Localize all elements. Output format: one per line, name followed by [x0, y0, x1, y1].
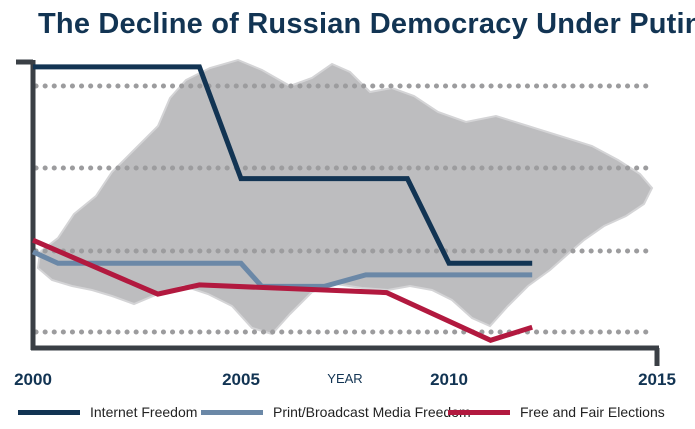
legend-label: Internet Freedom	[90, 404, 198, 420]
legend-item: Print/Broadcast Media Freedom	[201, 400, 471, 424]
legend-item: Free and Fair Elections	[448, 400, 665, 424]
legend: Internet Freedom Print/Broadcast Media Fr…	[18, 400, 688, 424]
axes	[16, 59, 660, 366]
legend-swatch	[201, 409, 263, 415]
x-tick-labels: 2000 2005 2010 2015	[14, 370, 676, 389]
series-line-internet-freedom	[33, 64, 533, 266]
series-line-free-and-fair-elections	[32, 237, 533, 343]
x-tick-label-2000: 2000	[14, 370, 52, 389]
x-tick-label-2005: 2005	[222, 370, 260, 389]
x-tick-label-2010: 2010	[430, 370, 468, 389]
x-axis-title: YEAR	[327, 371, 362, 386]
legend-label: Free and Fair Elections	[520, 404, 665, 420]
legend-item: Internet Freedom	[18, 400, 197, 424]
legend-label: Print/Broadcast Media Freedom	[273, 404, 471, 420]
chart-title: The Decline of Russian Democracy Under P…	[38, 8, 695, 40]
x-tick-label-2015: 2015	[638, 370, 676, 389]
series-lines	[31, 64, 533, 343]
legend-swatch	[18, 409, 80, 415]
legend-swatch	[448, 409, 510, 415]
grid-lines	[33, 83, 657, 335]
